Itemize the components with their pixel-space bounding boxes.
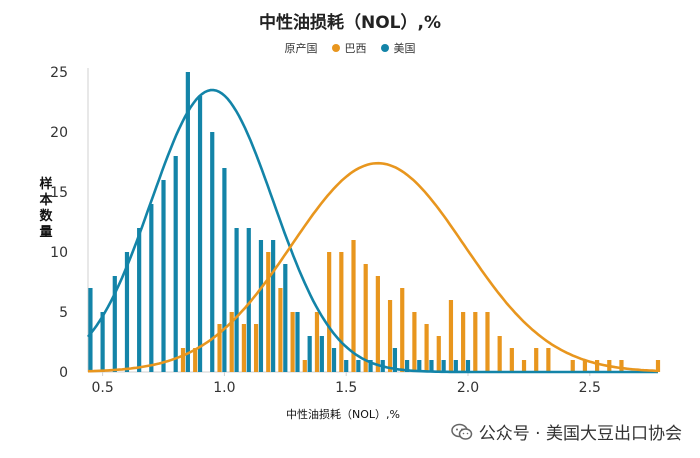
- bar-brazil: [497, 336, 502, 372]
- bar-brazil: [412, 312, 417, 372]
- bar-usa: [137, 228, 142, 372]
- bar-brazil: [570, 360, 575, 372]
- bar-brazil: [229, 312, 234, 372]
- bar-brazil: [582, 360, 588, 372]
- bar-usa: [331, 348, 337, 372]
- bar-usa: [112, 276, 117, 372]
- bar-brazil: [534, 348, 539, 372]
- bar-brazil: [655, 360, 661, 372]
- legend-item-usa[interactable]: 美国: [380, 40, 416, 56]
- bar-brazil: [314, 312, 320, 372]
- bar-usa: [124, 252, 130, 372]
- bar-usa: [453, 360, 458, 372]
- y-tick-label: 15: [50, 185, 68, 201]
- bar-usa: [185, 72, 190, 372]
- bar-usa: [465, 360, 471, 372]
- y-tick-label: 10: [50, 245, 68, 261]
- bar-brazil: [595, 360, 600, 372]
- bar-brazil: [193, 348, 198, 372]
- bar-brazil: [509, 348, 514, 372]
- watermark: 公众号 · 美国大豆出口协会: [451, 419, 682, 444]
- bar-usa: [149, 204, 154, 372]
- bar-usa: [234, 228, 239, 372]
- bar-usa: [307, 336, 312, 372]
- bar-usa: [368, 360, 373, 372]
- bar-usa: [258, 240, 264, 372]
- y-axis-label: 样本数量: [39, 176, 53, 240]
- bar-brazil: [461, 312, 466, 372]
- legend-label-usa: 美国: [393, 42, 416, 55]
- bar-usa: [392, 348, 398, 372]
- x-tick-label: 1.5: [335, 380, 357, 396]
- bar-brazil: [290, 312, 295, 372]
- bar-brazil: [363, 264, 368, 372]
- bar-brazil: [619, 360, 624, 372]
- bar-brazil: [302, 360, 307, 372]
- legend-title: 原产国: [284, 42, 318, 55]
- bar-usa: [88, 288, 93, 372]
- bar-usa: [405, 360, 410, 372]
- bar-usa: [441, 360, 446, 372]
- x-tick-label: 2.5: [579, 380, 601, 396]
- wechat-icon: [451, 423, 473, 440]
- bar-brazil: [375, 276, 380, 372]
- bar-usa: [319, 336, 324, 372]
- bar-usa: [356, 360, 361, 372]
- x-tick-label: 1.0: [213, 380, 235, 396]
- bar-usa: [429, 360, 434, 372]
- x-tick-label: 2.0: [457, 380, 479, 396]
- bar-usa: [222, 168, 227, 372]
- chart-title: 中性油损耗（NOL）,%: [258, 13, 441, 33]
- bar-brazil: [387, 300, 393, 372]
- bar-usa: [246, 228, 251, 372]
- bar-brazil: [400, 288, 405, 372]
- watermark-text: 公众号 · 美国大豆出口协会: [478, 424, 682, 444]
- bar-brazil: [448, 300, 454, 372]
- x-tick-label: 0.5: [91, 380, 113, 396]
- bar-usa: [100, 312, 105, 372]
- bar-brazil: [546, 348, 551, 372]
- bar-brazil: [217, 324, 222, 372]
- bar-usa: [283, 264, 288, 372]
- bar-brazil: [424, 324, 429, 372]
- y-tick-label: 0: [59, 365, 68, 381]
- legend: 原产国 巴西 美国: [0, 40, 700, 56]
- bar-brazil: [266, 252, 271, 372]
- bar-brazil: [339, 252, 344, 372]
- bar-brazil: [351, 240, 356, 372]
- fit-curve-brazil: [88, 161, 659, 373]
- legend-item-brazil[interactable]: 巴西: [331, 40, 367, 56]
- bar-usa: [295, 312, 300, 372]
- bar-brazil: [485, 312, 490, 372]
- bar-brazil: [436, 336, 441, 372]
- bar-brazil: [473, 312, 478, 372]
- y-tick-label: 5: [59, 305, 68, 321]
- bar-brazil: [327, 252, 332, 372]
- bar-brazil: [278, 288, 283, 372]
- bar-brazil: [253, 324, 259, 372]
- bar-brazil: [180, 348, 186, 372]
- bar-usa: [197, 96, 203, 372]
- bar-usa: [417, 360, 422, 372]
- legend-swatch-usa: [380, 44, 389, 52]
- bar-usa: [161, 180, 166, 372]
- bar-usa: [173, 156, 178, 372]
- bar-brazil: [521, 360, 527, 372]
- y-tick-label: 20: [50, 125, 68, 141]
- y-tick-label: 25: [50, 65, 68, 81]
- fit-curve-usa: [86, 88, 658, 374]
- bar-brazil: [241, 324, 246, 372]
- bar-usa: [344, 360, 349, 372]
- legend-swatch-brazil: [331, 44, 340, 52]
- x-axis-label: 中性油损耗（NOL）,%: [286, 407, 400, 421]
- legend-label-brazil: 巴西: [344, 42, 367, 55]
- bar-usa: [210, 132, 215, 372]
- bar-usa: [271, 240, 276, 372]
